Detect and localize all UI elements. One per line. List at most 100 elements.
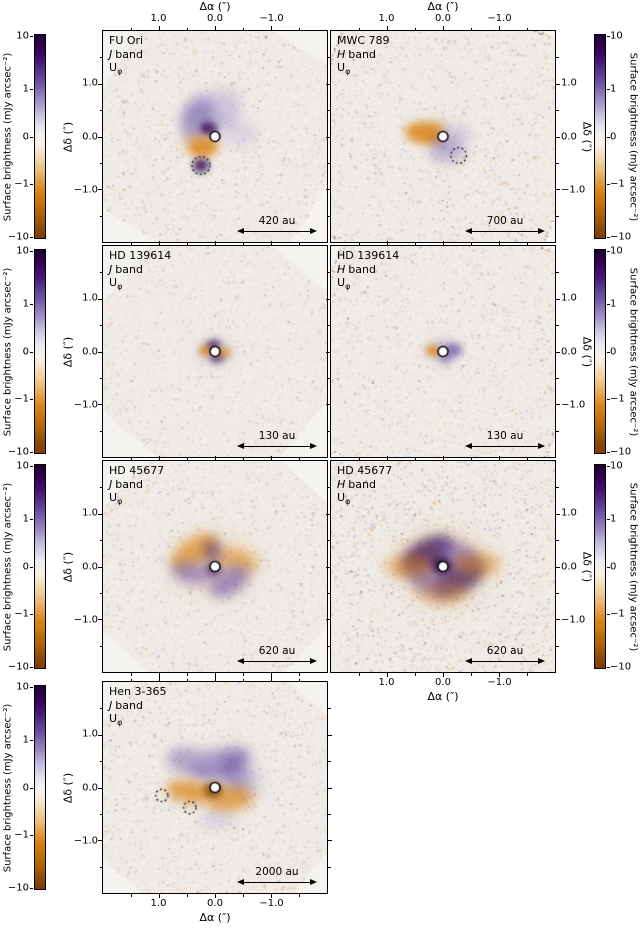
axis-tick (556, 619, 560, 621)
colorbar-tick-mark (30, 398, 33, 400)
axis-tick (187, 457, 188, 460)
axis-tick (471, 242, 472, 245)
colorbar-tick-mark (30, 236, 33, 238)
x-tick-label: 1.0 (378, 677, 395, 688)
band-letter: J (109, 47, 113, 61)
axis-tick (99, 430, 102, 432)
band-word: band (348, 47, 376, 61)
x-axis-bottom-right: 1.0 0.0 −1.0 Δα (″) (330, 675, 556, 703)
target-name: HD 45677 (337, 464, 393, 477)
scalebar-label: 620 au (258, 645, 296, 657)
colorbar-tick-label: 1 (22, 298, 29, 310)
y-tick-label: 0.0 (561, 346, 577, 357)
y-tick-label: 1.0 (561, 507, 577, 519)
colorbar-tick-mark (607, 251, 610, 253)
colorbar-tick-label: 10 (16, 30, 29, 42)
colorbar-tick-mark (30, 666, 33, 668)
colorbar-tick-mark (607, 183, 610, 185)
quantity-letter: U (337, 61, 346, 74)
axis-tick (131, 457, 132, 460)
colorbar-tick-mark (30, 740, 33, 742)
y-axis-hd139614-j: Δδ (″) 1.0 0.0 −1.0 (58, 245, 102, 458)
axis-tick (98, 734, 102, 736)
colorbar-tick-mark (30, 687, 33, 689)
uphi-image-fu-ori (103, 31, 327, 242)
axis-tick (556, 136, 560, 138)
axis-tick (326, 189, 330, 191)
colorbar-tick-label: −1 (610, 178, 625, 190)
colorbar-tick-label: 1 (22, 83, 29, 95)
x-tick-label: 0.0 (207, 898, 223, 909)
axis-tick (326, 298, 330, 300)
axis-tick (359, 457, 360, 460)
scalebar: 130 au (465, 430, 545, 451)
colorbar-tick-mark (607, 36, 610, 38)
colorbar-scale: 10 1 0 −1 −10 (594, 245, 641, 457)
axis-tick (359, 27, 360, 30)
quantity-letter: U (109, 276, 118, 289)
quantity-subscript: φ (345, 282, 351, 292)
scalebar-arrow (465, 658, 545, 666)
axis-tick (98, 351, 102, 353)
scalebar-arrow (465, 443, 545, 451)
quantity-subscript: φ (117, 497, 123, 507)
quantity-letter: U (337, 491, 346, 504)
colorbar-tick-mark (30, 466, 33, 468)
axis-tick (98, 840, 102, 842)
axis-tick (99, 377, 102, 379)
colorbar-tick-label: −1 (14, 608, 29, 620)
axis-tick (556, 298, 560, 300)
x-tick-label: 0.0 (435, 13, 451, 24)
colorbar-tick-mark (607, 666, 610, 668)
y-tick-label: −1.0 (73, 835, 98, 847)
axis-tick (327, 215, 330, 217)
colorbar-tick-mark (30, 566, 33, 568)
band-word: band (115, 477, 143, 491)
colorbar-tick-label: −10 (7, 446, 29, 458)
colorbar-gradient (34, 249, 46, 454)
y-tick-label: −1.0 (73, 399, 98, 411)
colorbar-tick-mark (30, 519, 33, 521)
colorbar-tick-label: 10 (610, 245, 623, 257)
colorbar-row4-left: Surface brightness (mJy arcsec⁻²) 10 1 0 −1… (0, 681, 48, 894)
uphi-image-hd139614-h (331, 246, 555, 457)
axis-tick (159, 673, 160, 677)
y-axis-hd45677-j: Δδ (″) 1.0 0.0 −1.0 (58, 460, 102, 673)
axis-tick (299, 27, 300, 30)
y-tick-label: 1.0 (82, 507, 98, 519)
colorbar-gradient (34, 685, 46, 890)
axis-tick (271, 456, 272, 460)
colorbar-tick-label: 0 (22, 346, 29, 357)
axis-tick (299, 894, 300, 897)
quantity-letter: U (109, 491, 118, 504)
axis-tick (271, 673, 272, 677)
axis-tick (98, 83, 102, 85)
colorbar-tick-mark (30, 613, 33, 615)
axis-tick (556, 404, 560, 406)
axis-tick (326, 566, 330, 568)
colorbar-scale: 10 1 0 −1 −10 (594, 31, 641, 242)
scalebar: 620 au (237, 645, 317, 666)
colorbar-tick-mark (607, 236, 610, 238)
x-axis-title: Δα (″) (199, 911, 231, 924)
y-axis-title: Δδ (″) (61, 772, 75, 803)
axis-tick (471, 673, 472, 676)
axis-tick (556, 325, 559, 327)
axis-tick (243, 673, 244, 676)
quantity-letter: U (337, 276, 346, 289)
colorbar-tick-label: 0 (22, 131, 29, 142)
axis-tick (527, 242, 528, 245)
scalebar-arrow (237, 228, 317, 236)
axis-tick (443, 456, 444, 460)
colorbar-row3-right: Surface brightness (mJy arcsec⁻²) 10 1 0 −1… (594, 460, 641, 673)
